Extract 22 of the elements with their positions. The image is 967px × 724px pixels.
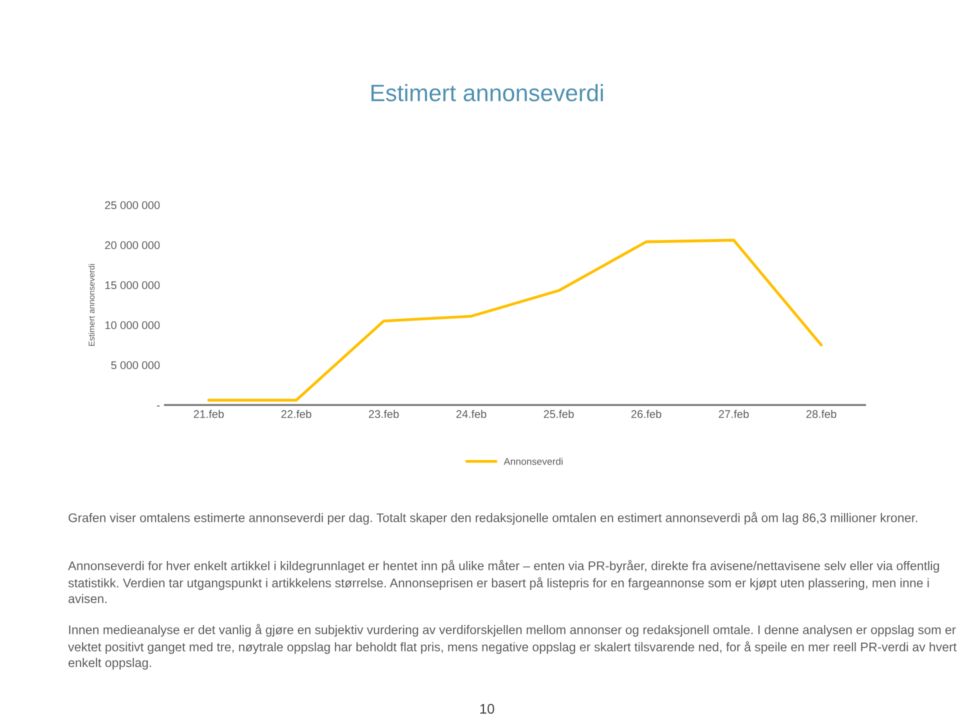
y-tick-label: 25 000 000	[105, 201, 160, 210]
y-tick-label: 20 000 000	[105, 241, 160, 250]
text: Grafen viser omtalens estimerte annonseverdi per dag. Totalt skaper den redaksjonelle omtalen en estimert annonseverdi på om lag 86,3 millioner kroner.	[68, 512, 918, 525]
legend-label: Annonseverdi	[504, 458, 563, 465]
text: Innen medieanalyse er det vanlig å gjøre en subjektiv vurdering av verdiforskjellen mellom annonser og redaksjonell omtale. I denne analysen er oppslag som er vektet positivt ganget med tre, nøytrale oppslag har beholdt flat pris, mens negative oppslag er skalert tilsvarende ned, for å speile en mer reell PR-verdi av hvert enkelt oppslag.	[68, 624, 957, 670]
text: Annonseverdi for hver enkelt artikkel i kildegrunnlaget er hentet inn på ulike måter – enten via PR-byråer, direkte fra avisene/nettavisene selv eller via offentlig statistikk. Verdien tar utgangspunkt i artikkelens størrelse. Annonseprisen er basert på listepris for en fargeannonse som er kjøpt uten plassering, men inne i avisen.	[68, 560, 939, 604]
x-tick-label: 24.feb	[456, 410, 486, 418]
y-tick-label: 10 000 000	[105, 321, 160, 330]
x-tick-label: 26.feb	[631, 410, 662, 418]
y-tick-label: 15 000 000	[105, 281, 160, 290]
x-tick-label: 25.feb	[544, 410, 574, 418]
text: 10	[480, 704, 494, 714]
y-axis-title: Estimert annonseverdi	[88, 264, 95, 346]
x-tick-label: 22.feb	[281, 410, 312, 418]
y-tick-label: -	[156, 406, 160, 407]
x-tick-label: 27.feb	[718, 410, 749, 418]
x-tick-label: 23.feb	[368, 410, 399, 418]
x-tick-label: 28.feb	[806, 410, 836, 418]
y-tick-label: 5 000 000	[111, 361, 160, 370]
chart-title: Estimert annonseverdi	[371, 84, 603, 102]
x-tick-label: 21.feb	[194, 410, 224, 418]
line-series	[207, 238, 823, 402]
